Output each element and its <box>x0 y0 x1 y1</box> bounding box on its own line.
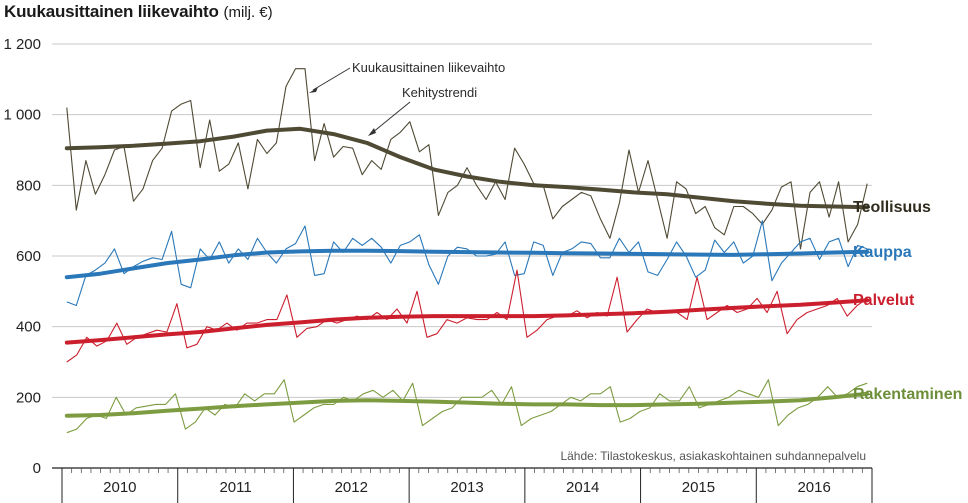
series-label-kauppa: Kauppa <box>853 244 912 261</box>
trend-line-kauppa <box>64 248 870 280</box>
monthly-line-rakentaminen <box>66 379 868 434</box>
annotation-trend-arrowhead <box>368 128 376 136</box>
annotations: Kuukausittainen liikevaihto Kehitystrend… <box>309 60 866 463</box>
year-label: 2015 <box>682 479 715 496</box>
monthly-line-teollisuus <box>66 68 868 250</box>
annotation-monthly: Kuukausittainen liikevaihto <box>352 60 505 75</box>
annotation-monthly-arrow <box>312 67 351 91</box>
series-label-palvelut: Palvelut <box>853 292 915 309</box>
year-label: 2012 <box>335 479 368 496</box>
y-axis: 0 200 400 600 800 1 000 1 200 <box>3 36 41 477</box>
y-tick-label: 0 <box>33 460 41 477</box>
chart-title-text: Kuukausittainen liikevaihto <box>4 2 219 21</box>
series-palvelut <box>64 269 870 363</box>
y-tick-label: 1 000 <box>3 107 41 124</box>
annotation-monthly-arrowhead <box>309 87 318 93</box>
monthly-line-kauppa <box>66 220 868 307</box>
annotation-trend: Kehitystrendi <box>402 85 477 100</box>
chart-title-unit: (milj. €) <box>223 4 273 21</box>
source-note: Lähde: Tilastokeskus, asiakaskohtainen s… <box>560 449 866 463</box>
y-tick-label: 200 <box>16 389 41 406</box>
trend-line-palvelut <box>64 298 870 345</box>
year-label: 2011 <box>219 479 251 496</box>
y-tick-label: 800 <box>16 177 41 194</box>
series-rakentaminen <box>64 379 870 434</box>
series-label-teollisuus: Teollisuus <box>853 199 931 216</box>
y-tick-label: 400 <box>16 319 41 336</box>
year-label: 2013 <box>450 479 483 496</box>
trend-line-rakentaminen <box>64 391 870 418</box>
series-teollisuus <box>64 68 870 250</box>
y-tick-label: 1 200 <box>3 36 41 53</box>
series-group <box>64 68 870 434</box>
year-label: 2014 <box>566 479 599 496</box>
annotation-trend-arrow <box>371 101 411 134</box>
series-labels: Teollisuus Kauppa Palvelut Rakentaminen <box>853 199 962 403</box>
trend-line-teollisuus <box>64 126 870 210</box>
year-label: 2016 <box>797 479 830 496</box>
year-label: 2010 <box>103 479 136 496</box>
series-kauppa <box>64 220 870 307</box>
gridlines <box>52 43 872 398</box>
x-axis: 2010 2011 2012 2013 2014 2015 2016 <box>52 467 873 503</box>
series-label-rakentaminen: Rakentaminen <box>853 386 962 403</box>
y-tick-label: 600 <box>16 248 41 265</box>
chart-title: Kuukausittainen liikevaihto (milj. €) <box>4 2 273 22</box>
